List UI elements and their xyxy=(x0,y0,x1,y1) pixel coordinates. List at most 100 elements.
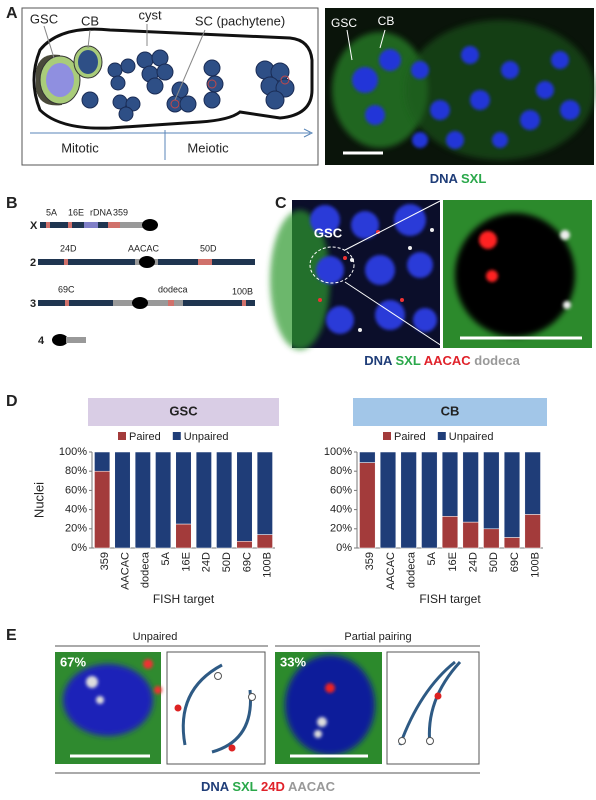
bar-segment xyxy=(483,528,500,549)
x-tick-label: 24D xyxy=(201,552,213,572)
panel-letter: B xyxy=(6,195,18,212)
locus: 100B xyxy=(232,286,253,296)
x-tick-label: 5A xyxy=(160,551,172,565)
locus: 5A xyxy=(46,207,57,217)
stain: SXL xyxy=(232,779,257,794)
stain: DNA xyxy=(201,779,230,794)
panel-letter: D xyxy=(6,393,18,410)
legend-swatch xyxy=(172,432,181,440)
stain: AACAC xyxy=(424,353,472,368)
bar-segment xyxy=(524,514,541,549)
locus: rDNA xyxy=(90,207,112,217)
phase-label: Meiotic xyxy=(187,140,229,155)
bar-segment xyxy=(94,451,111,472)
y-tick-label: 0% xyxy=(71,542,87,554)
x-tick-label: 100B xyxy=(530,552,542,578)
label: cyst xyxy=(138,7,162,22)
panel-letter: E xyxy=(6,627,17,644)
germarium-diagram xyxy=(21,7,319,166)
bar-segment xyxy=(503,537,521,549)
x-tick-label: 16E xyxy=(180,552,192,572)
x-tick-label: 16E xyxy=(447,552,459,572)
bar-segment xyxy=(256,451,273,535)
locus: 16E xyxy=(68,207,84,217)
locus: 50D xyxy=(200,243,217,253)
bar-segment xyxy=(155,451,172,549)
chart-title-box xyxy=(88,398,279,426)
stain: DNA xyxy=(364,353,393,368)
legend-label: Paired xyxy=(129,431,161,443)
chromosome-name: 4 xyxy=(38,335,45,347)
bar-segment xyxy=(359,451,376,463)
legend-label: Unpaired xyxy=(449,431,494,443)
bar-segment xyxy=(441,451,459,517)
locus: 359 xyxy=(113,207,128,217)
bar-segment xyxy=(94,470,111,549)
chromosome-map xyxy=(38,219,255,346)
percent: 67% xyxy=(60,654,86,669)
x-tick-label: 359 xyxy=(364,552,376,570)
bar-segment xyxy=(256,534,273,549)
group-title: Partial pairing xyxy=(344,631,411,643)
chromosome-name: X xyxy=(30,220,38,232)
legend-swatch xyxy=(437,432,446,440)
x-tick-label: 359 xyxy=(99,552,111,570)
x-tick-label: 24D xyxy=(468,552,480,572)
x-axis-label: FISH target xyxy=(153,592,215,606)
bar-segment xyxy=(359,462,376,549)
stain: AACAC xyxy=(288,779,336,794)
x-tick-label: dodeca xyxy=(140,551,152,588)
bar-segment xyxy=(175,451,192,525)
chart-title-box xyxy=(353,398,547,426)
y-tick-label: 100% xyxy=(59,446,87,458)
bar-segment xyxy=(236,451,253,542)
bar-segment xyxy=(503,451,521,538)
bar-segment xyxy=(524,451,541,515)
image-label: CB xyxy=(378,14,395,28)
x-tick-label: 69C xyxy=(241,552,253,572)
micrograph xyxy=(55,651,480,765)
micrograph xyxy=(270,199,592,350)
bar-segment xyxy=(216,451,233,549)
x-axis-label: FISH target xyxy=(419,592,481,606)
y-tick-label: 100% xyxy=(324,446,352,458)
y-axis-label: Nuclei xyxy=(31,482,46,518)
y-tick-label: 60% xyxy=(65,484,87,496)
stain: 24D xyxy=(261,779,285,794)
phase-label: Mitotic xyxy=(61,140,99,155)
x-tick-label: AACAC xyxy=(119,552,131,590)
bar-segment xyxy=(236,541,253,549)
y-tick-label: 40% xyxy=(65,504,87,516)
legend-swatch xyxy=(118,432,126,440)
x-tick-label: 5A xyxy=(426,551,438,565)
y-tick-label: 40% xyxy=(330,504,352,516)
y-tick-label: 80% xyxy=(330,465,352,477)
bar-segment xyxy=(400,451,417,549)
y-tick-label: 80% xyxy=(65,465,87,477)
y-tick-label: 20% xyxy=(65,523,87,535)
label: CB xyxy=(81,13,99,28)
bar-segment xyxy=(114,451,131,549)
stain-caption: DNA SXL AACAC dodeca xyxy=(364,353,520,368)
group-title: Unpaired xyxy=(133,631,178,643)
bar-segment xyxy=(195,451,212,549)
locus: 69C xyxy=(58,284,75,294)
legend-label: Paired xyxy=(394,431,426,443)
y-tick-label: 60% xyxy=(330,484,352,496)
bar-segment xyxy=(483,451,500,530)
chromosome-name: 3 xyxy=(30,298,36,310)
legend-label: Unpaired xyxy=(184,431,229,443)
x-tick-label: 69C xyxy=(509,552,521,572)
panel-letter: A xyxy=(6,5,18,22)
chart-title: CB xyxy=(441,403,460,418)
chart-title: GSC xyxy=(169,403,198,418)
bar-segment xyxy=(134,451,151,549)
x-tick-label: AACAC xyxy=(385,552,397,590)
image-label: GSC xyxy=(331,16,357,30)
label: GSC xyxy=(30,11,58,26)
bar-segment xyxy=(421,451,438,549)
bar-segment xyxy=(175,523,192,549)
bar-segment xyxy=(462,451,479,523)
locus: dodeca xyxy=(158,284,188,294)
